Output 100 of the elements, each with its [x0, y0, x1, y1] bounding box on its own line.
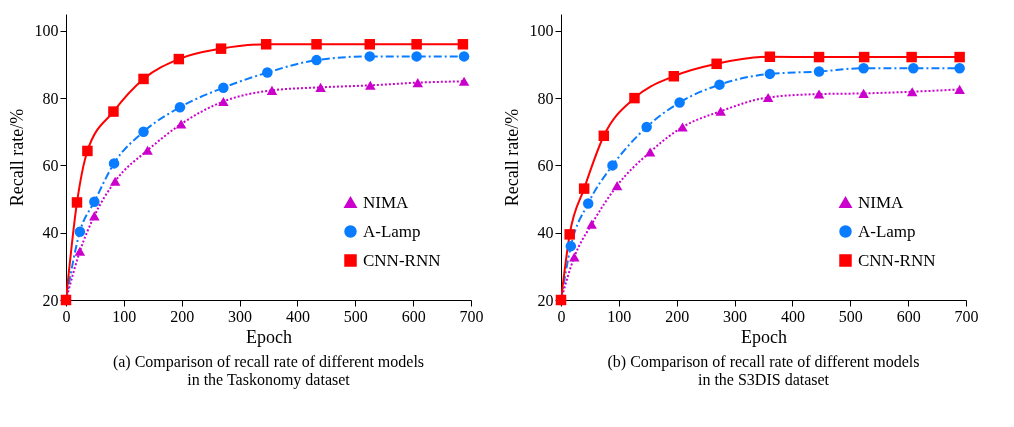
x-tick-label: 400	[285, 307, 310, 325]
x-tick-label: 700	[459, 307, 484, 325]
point	[908, 62, 919, 74]
y-axis-title: Recall rate/%	[6, 108, 27, 207]
point	[598, 130, 610, 142]
y-tick-label: 60	[42, 156, 59, 174]
point	[175, 119, 187, 129]
point	[142, 145, 153, 155]
point	[607, 160, 618, 171]
point	[764, 51, 776, 62]
point	[813, 66, 825, 77]
point	[311, 54, 322, 66]
point	[629, 92, 640, 104]
point	[906, 51, 917, 63]
point	[458, 76, 470, 86]
y-tick-label: 60	[537, 156, 554, 174]
point	[674, 97, 685, 108]
y-tick-label: 40	[537, 224, 554, 242]
point	[266, 85, 278, 95]
legend-label: CNN-RNN	[363, 250, 441, 270]
point	[311, 39, 322, 50]
point	[582, 198, 594, 209]
point	[108, 106, 119, 117]
point	[954, 62, 965, 74]
point	[174, 101, 186, 113]
x-tick-label: 500	[838, 307, 863, 325]
point	[586, 219, 597, 229]
y-axis-title: Recall rate/%	[501, 108, 522, 207]
y-tick-label: 40	[42, 224, 59, 242]
point	[109, 176, 121, 186]
point	[858, 51, 870, 63]
point	[315, 82, 326, 92]
x-tick-label: 100	[607, 307, 632, 325]
y-tick-label: 20	[42, 291, 59, 309]
y-tick-label: 100	[34, 22, 59, 40]
text: (b) Comparison of recall rate of different models in the S3DIS dataset	[607, 353, 920, 388]
x-tick-label: 0	[557, 307, 566, 325]
y-tick-label: 100	[529, 22, 554, 40]
legend-label: CNN-RNN	[858, 250, 936, 270]
point	[714, 79, 725, 90]
point	[74, 246, 86, 256]
x-tick-label: 500	[343, 307, 368, 325]
point	[762, 92, 774, 102]
x-tick-label: 600	[401, 307, 426, 325]
x-tick-label: 0	[62, 307, 71, 325]
point	[578, 183, 590, 194]
point	[411, 51, 422, 62]
point	[813, 51, 825, 63]
point	[906, 87, 918, 97]
point	[411, 39, 422, 50]
x-tick-label: 600	[896, 307, 921, 325]
point	[954, 84, 965, 94]
point	[644, 147, 656, 157]
x-tick-label: 700	[954, 307, 979, 325]
point	[74, 226, 86, 237]
x-tick-label: 300	[228, 307, 253, 325]
point	[954, 51, 965, 63]
point	[858, 88, 869, 98]
legend-label: A-Lamp	[363, 221, 421, 241]
point	[715, 106, 726, 116]
point	[858, 62, 869, 74]
point	[711, 58, 722, 70]
point	[677, 122, 688, 132]
point	[138, 73, 149, 85]
x-tick-label: 300	[723, 307, 748, 325]
point	[611, 181, 623, 191]
point	[668, 71, 680, 82]
legend-label: NIMA	[858, 192, 905, 212]
text: (a) Comparison of recall rate of different models in the Taskonomy dataset	[112, 353, 425, 389]
point	[641, 121, 652, 133]
point	[457, 39, 469, 50]
point	[565, 240, 577, 252]
x-tick-label: 400	[780, 307, 805, 325]
x-tick-label: 200	[665, 307, 690, 325]
point	[89, 196, 100, 207]
point	[412, 78, 424, 88]
x-axis-title: Epoch	[741, 326, 787, 347]
point	[764, 68, 776, 80]
point	[364, 39, 375, 50]
point	[215, 43, 227, 54]
point	[364, 51, 375, 62]
point	[173, 53, 185, 65]
x-tick-label: 200	[170, 307, 195, 325]
point	[108, 158, 120, 169]
point	[458, 51, 470, 62]
point	[365, 80, 376, 90]
point	[138, 126, 149, 137]
legend-label: NIMA	[363, 192, 410, 212]
point	[564, 229, 575, 240]
legend-label: A-Lamp	[858, 221, 916, 241]
point	[218, 96, 229, 107]
point	[813, 89, 825, 99]
y-tick-label: 80	[537, 89, 554, 107]
point	[260, 39, 272, 50]
point	[71, 197, 83, 208]
x-tick-label: 100	[112, 307, 137, 325]
point	[218, 82, 229, 93]
point	[262, 67, 273, 78]
y-tick-label: 20	[537, 291, 554, 309]
point	[82, 145, 93, 157]
